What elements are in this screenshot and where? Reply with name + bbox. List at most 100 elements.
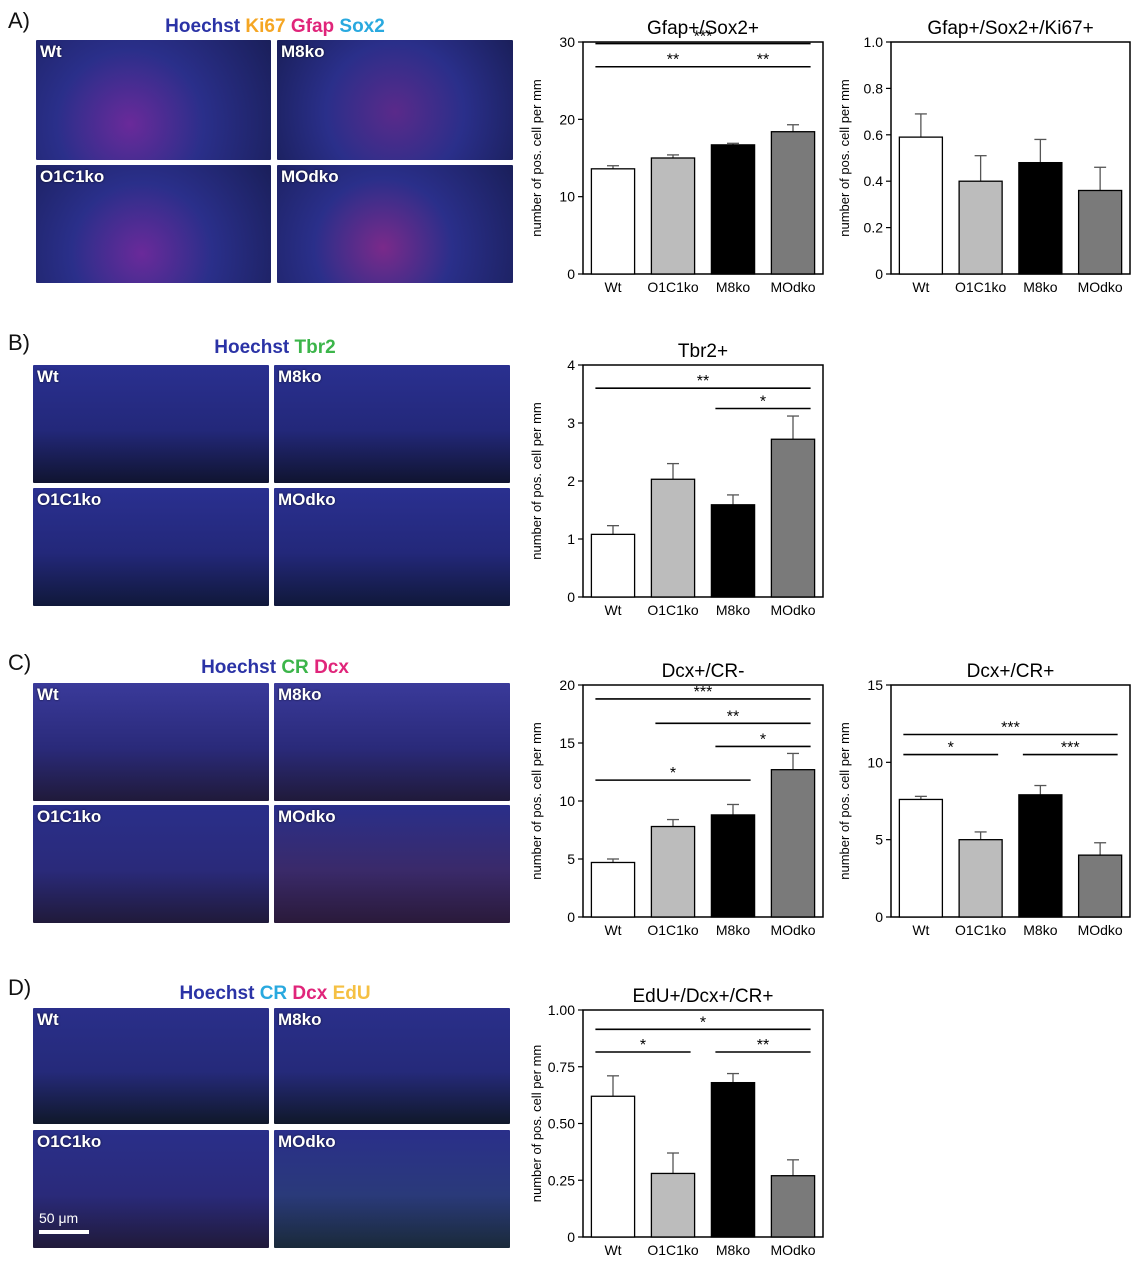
y-tick-label: 1 <box>567 531 575 547</box>
chart-gfap-sox2: Gfap+/Sox2+ number of pos. cell per mm 0 10… <box>529 18 824 295</box>
y-tick-label: 0.6 <box>864 127 884 143</box>
y-tick-label: 1.0 <box>864 34 884 50</box>
significance-label: * <box>700 1014 706 1031</box>
chart-dcx-crneg: Dcx+/CR-number of pos. cell per mm 0 5 10 15… <box>529 661 824 938</box>
y-tick-label: 0.25 <box>548 1172 575 1188</box>
bar-m8ko <box>710 814 756 918</box>
stain-tbr2: Tbr2 <box>294 337 336 358</box>
significance-label: ** <box>697 373 709 390</box>
y-axis-label: number of pos. cell per mm <box>529 79 544 237</box>
bar-wt <box>590 861 636 918</box>
y-tick-label: 10 <box>559 793 575 809</box>
x-tick-label: Wt <box>604 1242 621 1258</box>
stain-legend-c: Hoechst CR Dcx <box>36 657 514 679</box>
bar-m8ko <box>1018 794 1063 918</box>
y-axis-label: number of pos. cell per mm <box>529 722 544 880</box>
micrograph-c-modko: MOdko <box>274 805 510 923</box>
x-tick-label: M8ko <box>716 279 750 295</box>
micrograph-c-wt: Wt <box>33 683 269 801</box>
y-tick-label: 0 <box>567 589 575 605</box>
bar-modko <box>770 438 816 598</box>
bar-o1c1ko <box>650 478 696 598</box>
significance-label: * <box>948 740 954 757</box>
micrograph-a-modko: MOdko <box>277 165 513 283</box>
chart-title: Gfap+/Sox2+ <box>647 18 759 39</box>
stain-legend-a: Hoechst Ki67 Gfap Sox2 <box>36 16 514 38</box>
bar-m8ko <box>710 504 756 598</box>
y-tick-label: 0.50 <box>548 1116 575 1132</box>
y-tick-label: 5 <box>875 832 883 848</box>
stain-hoechst: Hoechst <box>179 983 255 1004</box>
micrograph-d-o1c1ko: O1C1ko 50 μm <box>33 1130 269 1248</box>
bar-modko <box>770 131 816 275</box>
y-tick-label: 0 <box>567 266 575 282</box>
y-tick-label: 2 <box>567 473 575 489</box>
genotype-label: MOdko <box>278 807 336 826</box>
x-tick-label: O1C1ko <box>647 1242 699 1258</box>
genotype-label: O1C1ko <box>37 1132 102 1151</box>
stain-gfap: Gfap <box>290 16 335 37</box>
significance-label: * <box>760 394 766 411</box>
bar-m8ko <box>1018 161 1063 275</box>
genotype-label: M8ko <box>278 1010 322 1029</box>
y-tick-label: 10 <box>867 754 883 770</box>
genotype-label: MOdko <box>278 490 336 509</box>
x-tick-label: M8ko <box>716 602 750 618</box>
y-tick-label: 5 <box>567 851 575 867</box>
genotype-label: M8ko <box>278 367 322 386</box>
x-tick-label: O1C1ko <box>955 922 1007 938</box>
chart-title: Gfap+/Sox2+/Ki67+ <box>927 18 1093 39</box>
significance-label: ** <box>757 1037 769 1054</box>
y-tick-label: 0 <box>567 909 575 925</box>
significance-label: * <box>640 1037 646 1054</box>
bar-wt <box>590 533 636 598</box>
stain-ki67: Ki67 <box>245 16 286 37</box>
y-tick-label: 0.75 <box>548 1059 575 1075</box>
panel-letter-c: C) <box>8 650 32 675</box>
panel-letter-b: B) <box>8 330 30 355</box>
genotype-label: MOdko <box>278 1132 336 1151</box>
genotype-label: M8ko <box>278 685 322 704</box>
y-axis-label: number of pos. cell per mm <box>837 722 852 880</box>
bar-wt <box>590 1095 636 1238</box>
genotype-label: O1C1ko <box>40 167 105 186</box>
bar-modko <box>770 769 816 918</box>
y-tick-label: 20 <box>559 111 575 127</box>
y-tick-label: 4 <box>567 357 575 373</box>
chart-gfap-sox2-ki67: Gfap+/Sox2+/Ki67+ number of pos. cell per… <box>837 18 1131 295</box>
y-tick-label: 15 <box>867 677 883 693</box>
x-tick-label: MOdko <box>770 279 815 295</box>
stain-cr: CR <box>281 657 309 678</box>
x-tick-label: MOdko <box>1078 279 1123 295</box>
x-tick-label: M8ko <box>716 922 750 938</box>
x-tick-label: Wt <box>604 922 621 938</box>
micrograph-b-o1c1ko: O1C1ko <box>33 488 269 606</box>
plot-frame <box>890 41 1131 275</box>
stain-hoechst: Hoechst <box>214 337 290 358</box>
bar-o1c1ko <box>958 180 1003 275</box>
y-tick-label: 0 <box>875 266 883 282</box>
bar-o1c1ko <box>958 839 1003 918</box>
bar-modko <box>770 1175 816 1238</box>
x-tick-label: Wt <box>604 602 621 618</box>
scale-bar-label: 50 μm <box>39 1210 79 1226</box>
genotype-label: Wt <box>37 685 59 704</box>
plot-frame <box>582 41 824 275</box>
significance-label: ** <box>667 52 679 69</box>
stain-cr: CR <box>259 983 288 1004</box>
chart-dcx-crpos: Dcx+/CR+ number of pos. cell per mm 0 5 10 15… <box>837 661 1131 938</box>
stain-sox2: Sox2 <box>339 16 385 37</box>
y-tick-label: 0 <box>567 1229 575 1245</box>
bar-wt <box>898 136 944 275</box>
y-tick-label: 1.00 <box>548 1002 575 1018</box>
y-tick-label: 30 <box>559 34 575 50</box>
chart-title: EdU+/Dcx+/CR+ <box>633 986 774 1007</box>
genotype-label: O1C1ko <box>37 490 102 509</box>
bar-m8ko <box>710 1081 756 1238</box>
micrograph-b-modko: MOdko <box>274 488 510 606</box>
x-tick-label: Wt <box>604 279 621 295</box>
significance-label: ** <box>757 52 769 69</box>
micrograph-b-wt: Wt <box>33 365 269 483</box>
y-tick-label: 0.4 <box>864 173 884 189</box>
significance-label: *** <box>1001 719 1020 736</box>
